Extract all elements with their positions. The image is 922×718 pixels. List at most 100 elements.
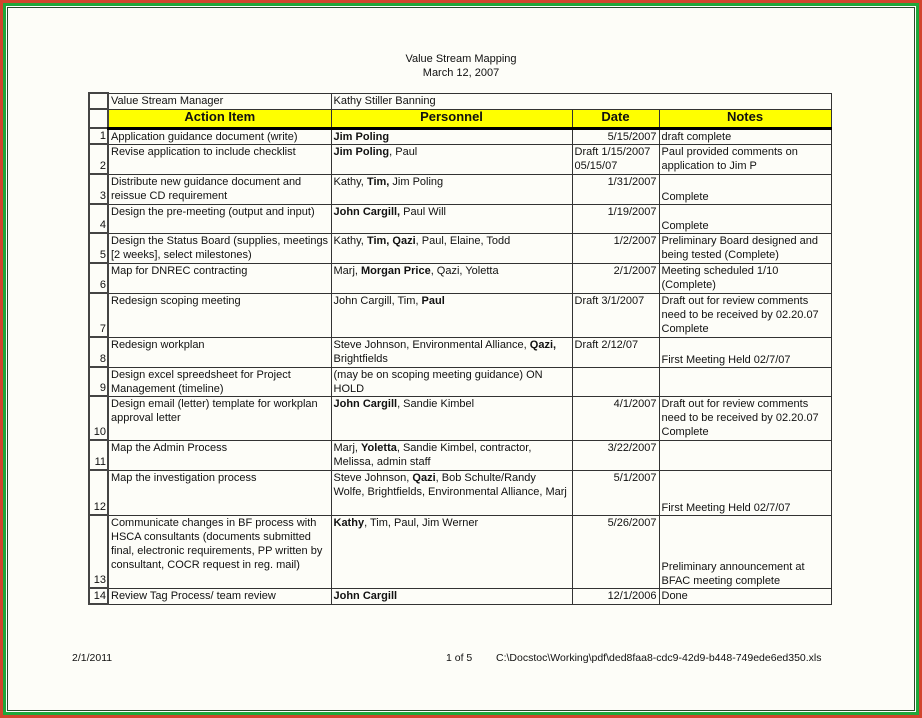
date: 2/1/2007 — [571, 262, 660, 294]
row-number: 1 — [88, 127, 109, 145]
action-item: Design the pre-meeting (output and input… — [107, 203, 332, 234]
personnel-segment: Jim Poling — [389, 175, 444, 188]
personnel: Steve Johnson, Environmental Alliance, Q… — [330, 336, 573, 368]
row-number: 6 — [88, 262, 109, 294]
row-number: 3 — [88, 173, 109, 205]
notes: draft complete — [658, 127, 832, 145]
table-row: 10 Design email (letter) template for wor… — [88, 395, 832, 441]
date — [571, 366, 660, 397]
table-row: 7 Redesign scoping meeting John Cargill, T… — [88, 292, 832, 338]
personnel-segment: Qazi, — [529, 338, 557, 351]
personnel: John Cargill, Paul Will — [330, 203, 573, 234]
personnel-segment: , Bob Schulte/Randy Wolfe, Brightfields,… — [333, 471, 567, 498]
personnel-segment: Kathy, — [333, 175, 367, 188]
date: Draft 1/15/2007 05/15/07 — [571, 143, 660, 175]
notes: Draft out for review comments need to be… — [658, 292, 832, 338]
personnel: John Cargill, Sandie Kimbel — [330, 395, 573, 441]
personnel-segment: Paul Will — [400, 205, 446, 218]
table-row: 14 Review Tag Process/ team review John Ca… — [88, 587, 832, 605]
action-item: Design excel spreedsheet for Project Man… — [107, 366, 332, 397]
footer-path: C:\Docstoc\Working\pdf\ded8faa8-cdc9-42d… — [496, 652, 822, 664]
personnel-segment: Morgan Price — [361, 264, 431, 277]
notes: Complete — [658, 173, 832, 205]
action-item: Redesign workplan — [107, 336, 332, 368]
date: 1/19/2007 — [571, 203, 660, 234]
row-number: 12 — [88, 469, 109, 516]
personnel-segment: Kathy, — [333, 234, 367, 247]
row-number: 8 — [88, 336, 109, 368]
action-item: Map the Admin Process — [107, 439, 332, 471]
notes: First Meeting Held 02/7/07 — [658, 469, 832, 516]
date: 1/31/2007 — [571, 173, 660, 205]
column-header-action: Action Item — [107, 108, 332, 130]
document-title: Value Stream Mapping — [405, 53, 517, 65]
personnel-segment: Marj, — [333, 264, 361, 277]
notes — [658, 439, 832, 471]
personnel-segment: , Qazi, Yoletta — [430, 264, 499, 277]
footer-page: 1 of 5 — [446, 652, 473, 664]
personnel-segment: Paul — [421, 294, 445, 307]
action-item: Review Tag Process/ team review — [107, 587, 332, 605]
personnel-segment: Tim, Qazi — [366, 234, 416, 247]
personnel-segment: , Tim, Paul, Jim Werner — [364, 516, 479, 529]
footer-date: 2/1/2011 — [72, 652, 113, 664]
table-row: 5 Design the Status Board (supplies, meet… — [88, 232, 832, 264]
notes — [658, 366, 832, 397]
column-header-date: Date — [571, 108, 660, 130]
personnel: Kathy, Tim, Jim Poling — [330, 173, 573, 205]
action-item: Map the investigation process — [107, 469, 332, 516]
personnel: Steve Johnson, Qazi, Bob Schulte/Randy W… — [330, 469, 573, 516]
table-row: 13 Communicate changes in BF process with… — [88, 514, 832, 589]
personnel: (may be on scoping meeting guidance) ON … — [330, 366, 573, 397]
personnel: Kathy, Tim, Qazi, Paul, Elaine, Todd — [330, 232, 573, 264]
notes: Meeting scheduled 1/10 (Complete) — [658, 262, 832, 294]
date: 1/2/2007 — [571, 232, 660, 264]
personnel: Marj, Morgan Price, Qazi, Yoletta — [330, 262, 573, 294]
action-item: Design the Status Board (supplies, meeti… — [107, 232, 332, 264]
action-item: Application guidance document (write) — [107, 127, 332, 145]
personnel-segment: John Cargill — [333, 589, 398, 602]
personnel: Marj, Yoletta, Sandie Kimbel, contractor… — [330, 439, 573, 471]
personnel-segment: John Cargill, — [333, 205, 401, 218]
personnel-segment: , Sandie Kimbel — [397, 397, 475, 410]
date: 5/1/2007 — [571, 469, 660, 516]
personnel-segment: , Sandie Kimbel, contractor, Melissa, ad… — [333, 441, 532, 468]
date: 3/22/2007 — [571, 439, 660, 471]
column-header-personnel: Personnel — [330, 108, 573, 130]
row-number: 13 — [88, 514, 109, 589]
personnel-segment: Steve Johnson, Environmental Alliance, — [333, 338, 530, 351]
date: 4/1/2007 — [571, 395, 660, 441]
notes: Complete — [658, 203, 832, 234]
table-row: 12 Map the investigation process Steve Joh… — [88, 469, 832, 516]
notes: Preliminary Board designed and being tes… — [658, 232, 832, 264]
personnel-segment: Steve Johnson, — [333, 471, 413, 484]
personnel: Jim Poling, Paul — [330, 143, 573, 175]
personnel: Kathy, Tim, Paul, Jim Werner — [330, 514, 573, 589]
action-item: Redesign scoping meeting — [107, 292, 332, 338]
row-number: 9 — [88, 366, 109, 397]
date: 5/26/2007 — [571, 514, 660, 589]
table-row: 1 Application guidance document (write) Ji… — [88, 127, 832, 145]
personnel-segment: Brightfields — [333, 352, 388, 365]
personnel-segment: John Cargill, Tim, — [333, 294, 422, 307]
action-table: Value Stream Manager Kathy Stiller Banni… — [88, 92, 832, 605]
notes: Paul provided comments on application to… — [658, 143, 832, 175]
action-item: Map for DNREC contracting — [107, 262, 332, 294]
personnel-segment: John Cargill — [333, 397, 398, 410]
table-row: 3 Distribute new guidance document and re… — [88, 173, 832, 205]
row-number — [88, 92, 109, 110]
personnel-segment: Marj, — [333, 441, 361, 454]
row-number: 11 — [88, 439, 109, 471]
action-item: Distribute new guidance document and rei… — [107, 173, 332, 205]
date: 12/1/2006 — [571, 587, 660, 605]
table-row: 11 Map the Admin Process Marj, Yoletta, Sa… — [88, 439, 832, 471]
row-number: 2 — [88, 143, 109, 175]
notes: Preliminary announcement at BFAC meeting… — [658, 514, 832, 589]
table-row: 8 Redesign workplan Steve Johnson, Environ… — [88, 336, 832, 368]
document-date: March 12, 2007 — [422, 67, 500, 79]
row-number: 4 — [88, 203, 109, 234]
personnel-segment: Jim Poling — [333, 130, 390, 143]
date: Draft 2/12/07 — [571, 336, 660, 368]
personnel: John Cargill — [330, 587, 573, 605]
